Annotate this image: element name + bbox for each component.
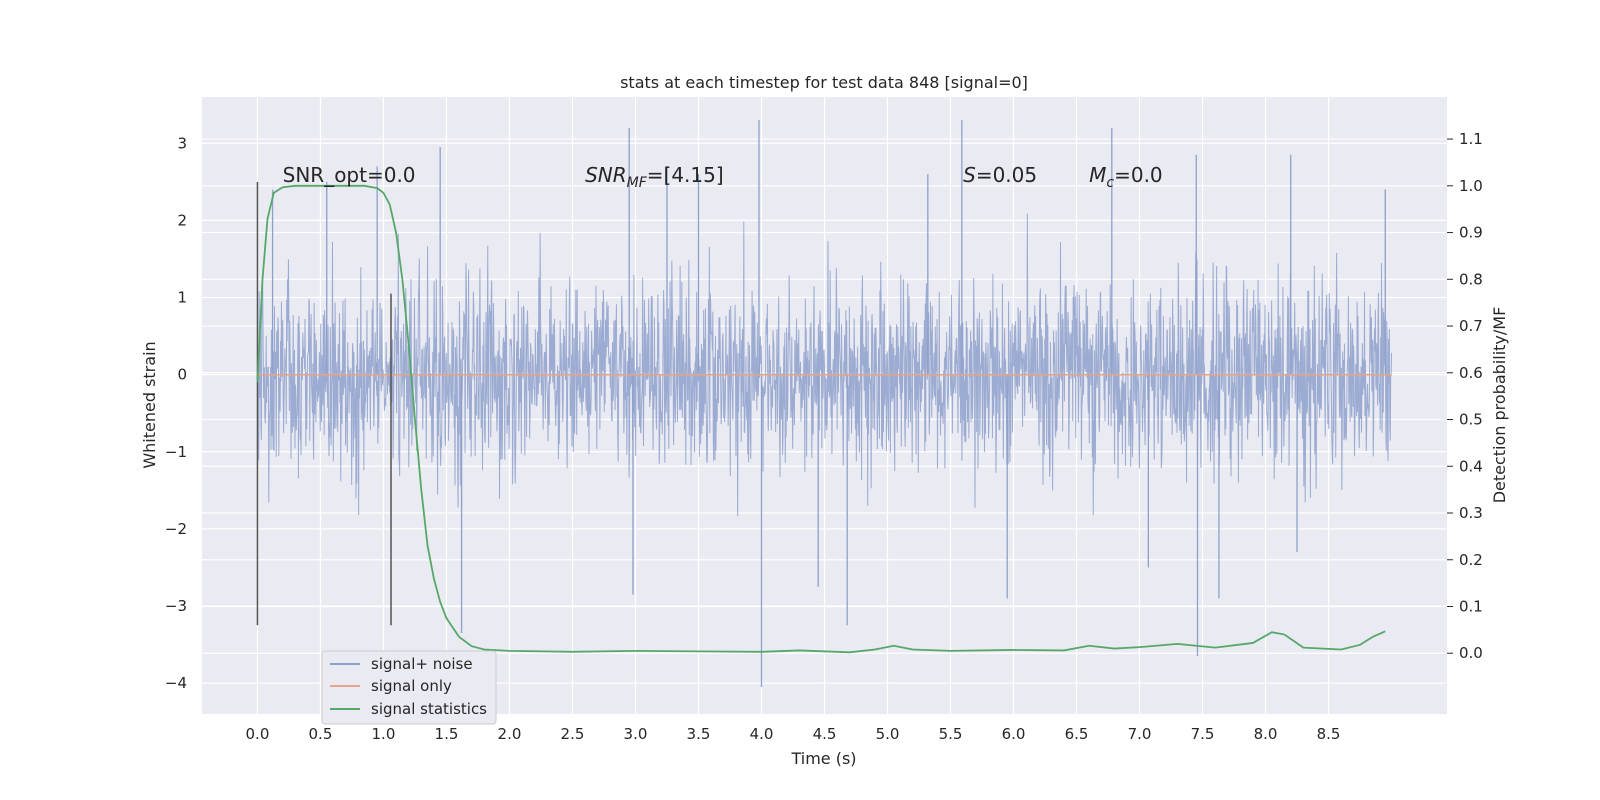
y-right-tick-label-9: 0.9: [1459, 224, 1483, 242]
y-right-tick-label-4: 0.4: [1459, 457, 1483, 475]
x-tick-label-2: 1.0: [372, 725, 396, 743]
y-right-tick-label-2: 0.2: [1459, 551, 1483, 569]
y-axis-label: Whitened strain: [140, 341, 159, 468]
legend-label-signal-only: signal only: [371, 677, 452, 695]
chart-title: stats at each timestep for test data 848…: [620, 73, 1028, 92]
legend-label-signal-noise: signal+ noise: [371, 655, 473, 673]
y-right-tick-label-10: 1.0: [1459, 177, 1483, 195]
x-tick-label-10: 5.0: [876, 725, 900, 743]
y-tick-label-6: 2: [177, 211, 187, 229]
y-axis-right-ticks: 0.0 0.1 0.2 0.3 0.4 0.5 0.6 0.7 0.8 0.9 1.0 1.1: [1447, 130, 1483, 662]
x-tick-label-11: 5.5: [939, 725, 963, 743]
x-tick-label-4: 2.0: [498, 725, 522, 743]
y-right-tick-label-7: 0.7: [1459, 317, 1483, 335]
y-right-tick-label-11: 1.1: [1459, 130, 1483, 148]
annotations: SNR_opt=0.0 SNRMF=[4.15] S=0.05 Mc=0.0: [283, 163, 1163, 191]
legend: signal+ noise signal only signal statist…: [321, 650, 497, 725]
x-tick-label-15: 7.5: [1191, 725, 1215, 743]
series-signal-noise: [256, 120, 1393, 688]
annotation-0: SNR_opt=0.0: [283, 163, 416, 187]
x-axis-label: Time (s): [790, 749, 856, 768]
y-tick-label-4: 0: [177, 366, 187, 384]
x-tick-label-3: 1.5: [435, 725, 459, 743]
x-tick-label-7: 3.5: [687, 725, 711, 743]
x-tick-label-6: 3.0: [624, 725, 648, 743]
y-right-tick-label-5: 0.5: [1459, 411, 1483, 429]
vertical-markers: [256, 181, 392, 626]
x-tick-label-9: 4.5: [813, 725, 837, 743]
x-tick-label-14: 7.0: [1128, 725, 1152, 743]
y-right-tick-label-1: 0.1: [1459, 597, 1483, 615]
x-tick-label-0: 0.0: [246, 725, 270, 743]
y-tick-label-5: 1: [177, 289, 187, 307]
x-tick-label-8: 4.0: [750, 725, 774, 743]
x-axis-ticks: 0.0 0.5 1.0 1.5 2.0 2.5 3.0 3.5 4.0 4.5 5.0 5.5 6.0 6…: [246, 725, 1341, 743]
y-axis-right-label: Detection probability/MF: [1490, 307, 1509, 504]
annotation-3: Mc=0.0: [1089, 163, 1163, 191]
legend-box: [321, 650, 497, 725]
x-tick-label-1: 0.5: [309, 725, 333, 743]
y-right-tick-label-0: 0.0: [1459, 644, 1483, 662]
x-tick-label-5: 2.5: [561, 725, 585, 743]
annotation-2: S=0.05: [963, 163, 1037, 187]
y-axis-ticks: −4 −3 −2 −1 0 1 2 3: [165, 134, 187, 692]
y-tick-label-2: −2: [165, 520, 187, 538]
y-right-tick-label-8: 0.8: [1459, 270, 1483, 288]
x-tick-label-17: 8.5: [1317, 725, 1341, 743]
annotation-1: SNRMF=[4.15]: [585, 163, 724, 191]
y-right-tick-label-6: 0.6: [1459, 364, 1483, 382]
x-tick-label-16: 8.0: [1254, 725, 1278, 743]
y-tick-label-0: −4: [165, 674, 187, 692]
y-tick-label-7: 3: [177, 134, 187, 152]
x-tick-label-13: 6.5: [1065, 725, 1089, 743]
signal-statistics-line: [256, 184, 1386, 654]
y-tick-label-3: −1: [165, 443, 187, 461]
series-signal-statistics: [256, 184, 1386, 654]
x-tick-label-12: 6.0: [1002, 725, 1026, 743]
y-tick-label-1: −3: [165, 597, 187, 615]
noise-trace: [256, 213, 1393, 517]
y-right-tick-label-3: 0.3: [1459, 504, 1483, 522]
legend-label-signal-statistics: signal statistics: [371, 700, 487, 718]
